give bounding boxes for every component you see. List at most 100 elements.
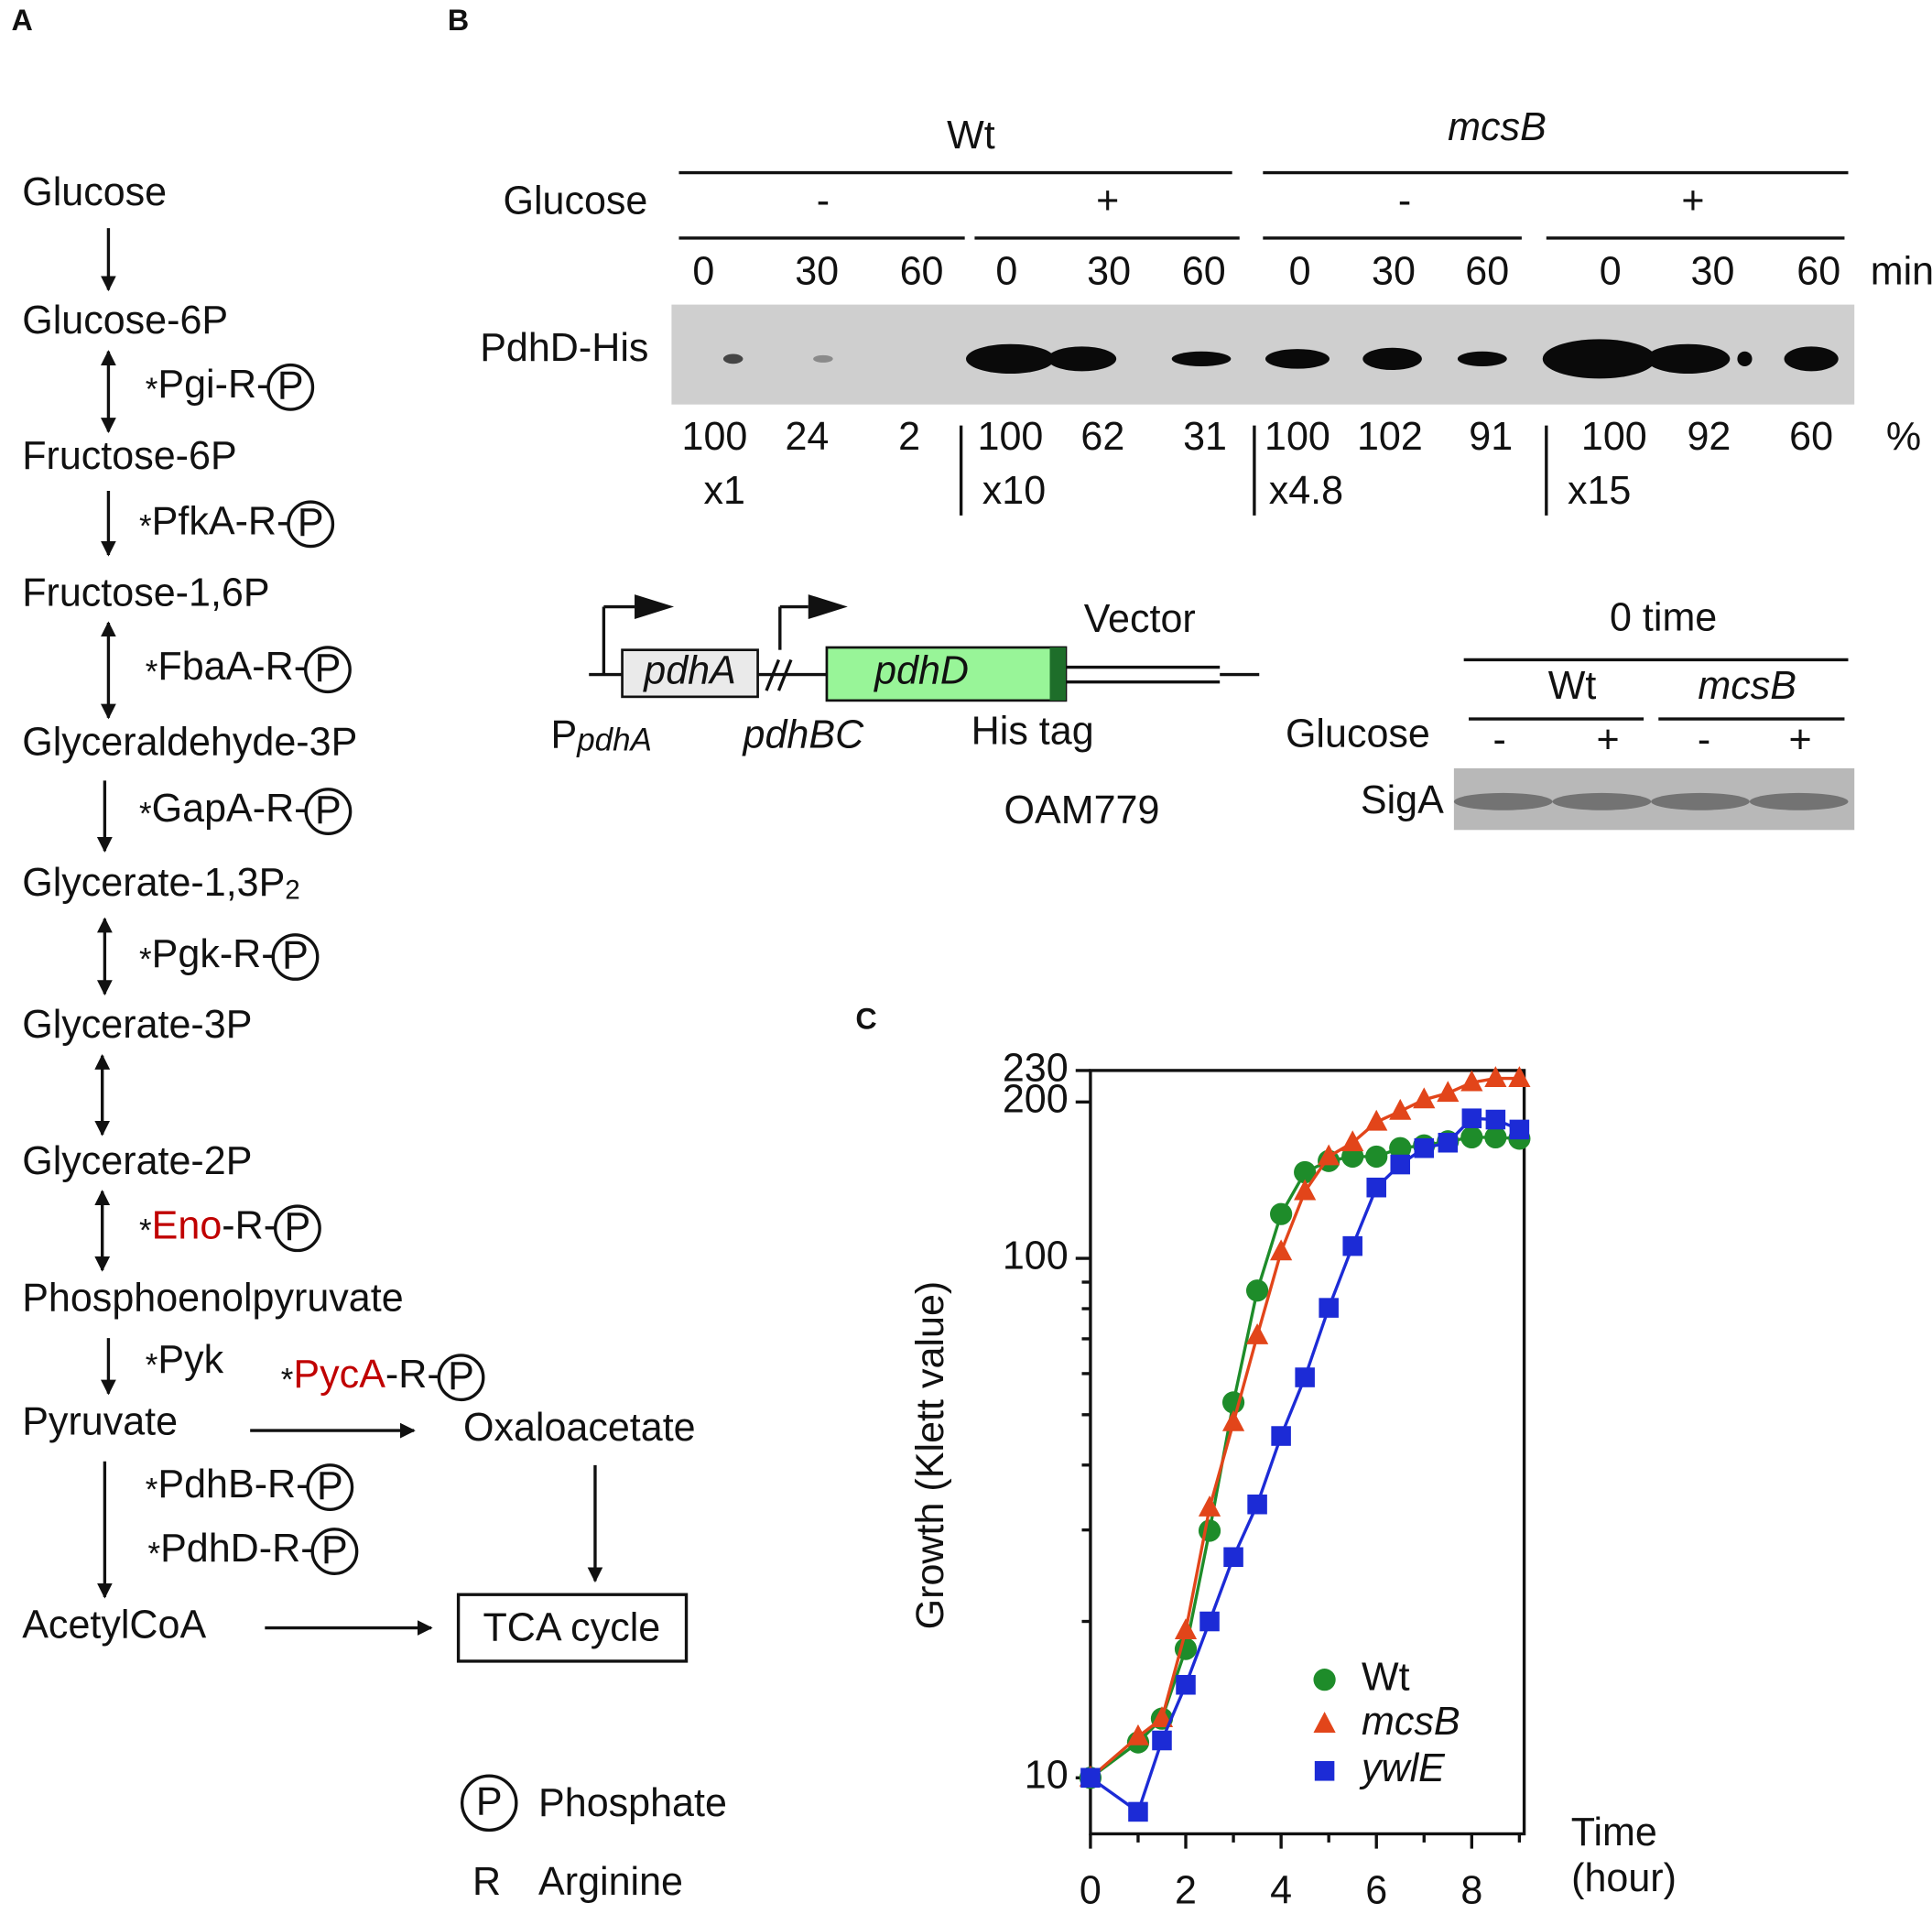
marker bbox=[1223, 1547, 1243, 1568]
metabolite-name: Fructose-6P bbox=[22, 434, 236, 478]
enzyme-label: *GapA-R- bbox=[139, 787, 307, 832]
phospho-circle bbox=[310, 1528, 359, 1576]
y-tick-label: 200 bbox=[1003, 1078, 1069, 1122]
metabolite-name: AcetylCoA bbox=[22, 1604, 206, 1648]
metabolite-name: Glyceraldehyde-3P bbox=[22, 721, 357, 765]
percent: 92 bbox=[1687, 415, 1731, 459]
marker bbox=[1413, 1087, 1436, 1109]
band bbox=[1737, 351, 1753, 366]
asterisk: * bbox=[146, 1348, 158, 1384]
row-label: Glucose bbox=[1286, 712, 1430, 756]
band bbox=[966, 343, 1055, 375]
panel-label: C bbox=[855, 1003, 876, 1036]
condition: + bbox=[1597, 718, 1620, 762]
enzyme-name: Eno bbox=[152, 1204, 223, 1248]
percent: 62 bbox=[1080, 415, 1124, 459]
marker bbox=[1389, 1136, 1412, 1159]
panel-label: A bbox=[12, 4, 33, 37]
exposure: x4.8 bbox=[1269, 469, 1343, 513]
marker bbox=[1314, 1761, 1335, 1781]
percent: 24 bbox=[785, 415, 829, 459]
phospho-circle bbox=[271, 933, 320, 981]
asterisk: * bbox=[139, 509, 152, 545]
row-label: Glucose bbox=[503, 179, 647, 223]
phospho-symbol: P bbox=[448, 1354, 474, 1398]
condition: - bbox=[1398, 179, 1411, 223]
band bbox=[1542, 339, 1656, 379]
legend-circle bbox=[460, 1774, 518, 1832]
promoter-arrow bbox=[808, 594, 848, 620]
legend-text: Arginine bbox=[538, 1860, 683, 1904]
his-tag bbox=[1049, 647, 1066, 701]
marker bbox=[1270, 1202, 1293, 1225]
percent: 102 bbox=[1357, 415, 1423, 459]
condition: - bbox=[1698, 718, 1710, 762]
x-axis-title: (hour) bbox=[1571, 1856, 1677, 1900]
enzyme-label: *PdhD-R- bbox=[147, 1527, 313, 1571]
marker bbox=[1389, 1098, 1412, 1120]
band bbox=[1362, 347, 1422, 370]
marker bbox=[1199, 1611, 1220, 1632]
condition: - bbox=[1493, 718, 1506, 762]
strain-label: mcsB bbox=[1698, 664, 1796, 708]
phospho-symbol: P bbox=[321, 1528, 348, 1572]
marker bbox=[1294, 1160, 1317, 1184]
marker bbox=[1176, 1674, 1196, 1695]
band bbox=[1453, 792, 1553, 810]
time: 0 bbox=[692, 249, 714, 293]
enzyme-link: -R- bbox=[385, 1354, 440, 1397]
phospho-circle bbox=[266, 363, 315, 411]
phospho-symbol: P bbox=[315, 788, 342, 832]
percent: 100 bbox=[682, 415, 748, 459]
marker bbox=[1438, 1132, 1459, 1153]
band bbox=[722, 353, 743, 364]
phospho-symbol: P bbox=[277, 364, 304, 408]
gene-label: pdhD bbox=[873, 649, 969, 693]
phospho-symbol: P bbox=[317, 1464, 343, 1508]
metabolite: Glycerate-3P bbox=[22, 1003, 252, 1047]
metabolite-name: Fructose-1,6P bbox=[22, 571, 269, 615]
metabolite: Pyruvate bbox=[22, 1400, 178, 1444]
percent: 31 bbox=[1183, 415, 1227, 459]
condition: + bbox=[1681, 179, 1704, 223]
metabolite-name: Glucose-6P bbox=[22, 299, 228, 343]
x-tick-label: 6 bbox=[1365, 1868, 1387, 1912]
enzyme-name: Pgi bbox=[157, 363, 214, 407]
marker bbox=[1341, 1130, 1364, 1152]
band bbox=[1552, 792, 1652, 810]
exposure: x10 bbox=[982, 469, 1046, 513]
metabolite-name: Pyruvate bbox=[22, 1400, 178, 1444]
phospho-symbol: P bbox=[315, 647, 342, 691]
phospho-symbol: P bbox=[298, 501, 324, 545]
plot-frame bbox=[1089, 1069, 1526, 1836]
metabolite: Glyceraldehyde-3P bbox=[22, 721, 357, 765]
marker bbox=[1270, 1239, 1293, 1261]
enzyme-link: -R- bbox=[259, 1527, 314, 1571]
phospho-circle bbox=[304, 646, 352, 694]
legend-text: Phosphate bbox=[538, 1781, 727, 1825]
marker bbox=[1313, 1712, 1336, 1734]
marker bbox=[1366, 1177, 1386, 1198]
phospho-circle bbox=[274, 1204, 321, 1253]
break bbox=[765, 658, 781, 691]
marker bbox=[1080, 1767, 1101, 1789]
metabolite-name: Glycerate-2P bbox=[22, 1140, 252, 1184]
vector-label: Vector bbox=[1084, 597, 1196, 641]
asterisk: * bbox=[146, 1473, 158, 1508]
enzyme-name: PfkA bbox=[152, 500, 235, 544]
condition: + bbox=[1788, 718, 1811, 762]
marker bbox=[1365, 1145, 1388, 1169]
enzyme-label: *Eno-R- bbox=[139, 1204, 277, 1249]
asterisk: * bbox=[139, 942, 152, 978]
metabolite: Oxaloacetate bbox=[463, 1406, 696, 1450]
x-tick-label: 4 bbox=[1270, 1868, 1292, 1912]
band bbox=[1264, 349, 1330, 369]
exposure: x1 bbox=[704, 469, 745, 513]
marker bbox=[1319, 1298, 1339, 1318]
gene-label: pdhBC bbox=[742, 713, 865, 757]
time: 60 bbox=[900, 249, 944, 293]
marker bbox=[1485, 1109, 1506, 1130]
enzyme-link: -R- bbox=[252, 646, 307, 690]
